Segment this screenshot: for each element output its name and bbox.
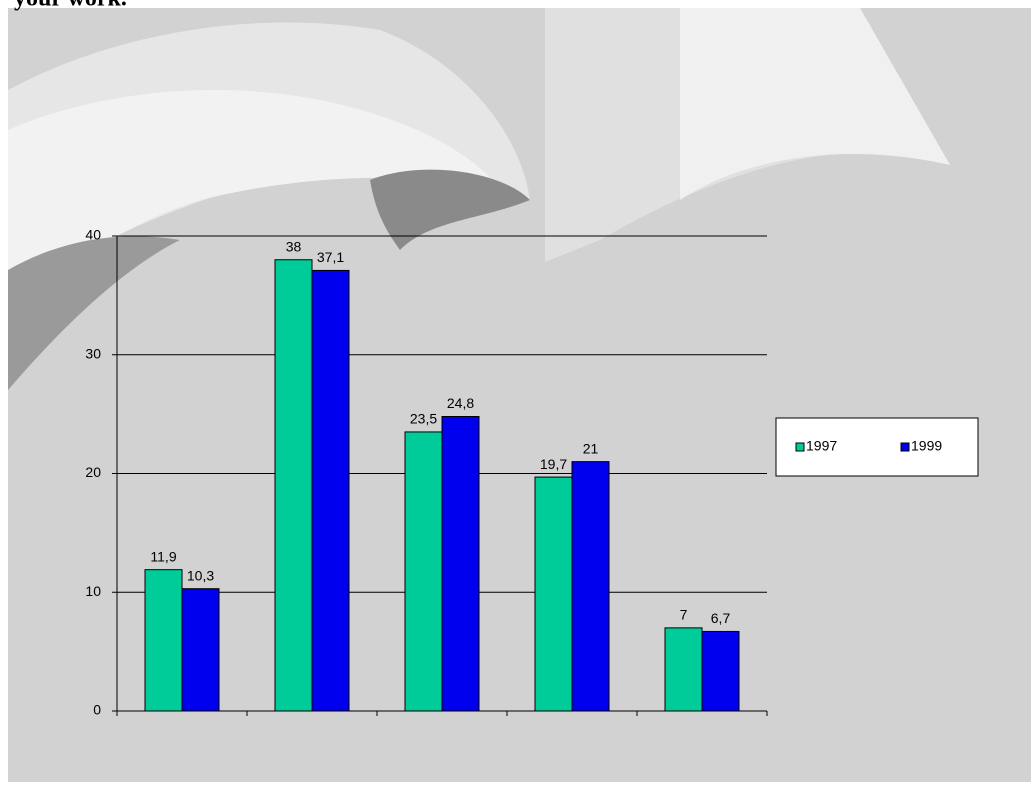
decor — [680, 8, 950, 200]
value-label: 24,8 — [447, 395, 474, 411]
bar — [664, 627, 703, 712]
value-label: 19,7 — [540, 456, 567, 472]
value-label: 11,9 — [150, 548, 176, 564]
bar — [571, 461, 610, 712]
value-label: 6,7 — [711, 610, 731, 626]
bar — [701, 630, 740, 712]
bar — [274, 259, 313, 712]
value-label: 21 — [583, 440, 599, 456]
bar — [441, 416, 480, 712]
bar — [144, 569, 183, 712]
legend-label: 1999 — [911, 438, 942, 454]
y-tick-label: 30 — [85, 345, 101, 361]
bar — [404, 431, 443, 712]
legend-swatch — [795, 442, 805, 452]
value-label: 38 — [286, 238, 302, 254]
bar — [181, 588, 220, 712]
decor — [8, 90, 500, 320]
value-label: 23,5 — [410, 411, 437, 427]
y-tick-label: 40 — [85, 227, 101, 243]
value-label: 37,1 — [317, 249, 344, 265]
legend-box — [775, 417, 979, 477]
bar — [311, 269, 350, 712]
legend-label: 1997 — [806, 438, 837, 454]
y-tick-label: 0 — [93, 702, 101, 718]
decor — [370, 169, 530, 250]
decor — [8, 236, 180, 390]
value-label: 7 — [680, 607, 688, 623]
bar — [534, 476, 573, 712]
chart-title: your work. — [14, 0, 127, 12]
y-tick-label: 20 — [85, 464, 101, 480]
y-tick-label: 10 — [85, 583, 101, 599]
value-label: 10,3 — [187, 567, 214, 583]
legend-swatch — [900, 442, 910, 452]
